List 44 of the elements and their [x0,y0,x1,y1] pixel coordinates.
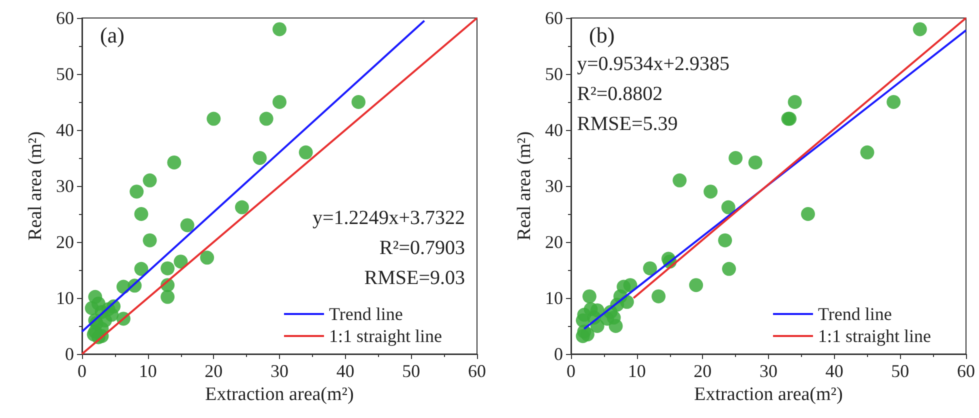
x-tick-label: 40 [336,361,354,381]
x-axis-title: Extraction area(m²) [694,384,843,405]
x-tick-label: 30 [760,361,778,381]
y-tick-label: 50 [56,64,74,84]
y-tick-label: 30 [545,176,563,196]
annotation: RMSE=5.39 [577,113,678,135]
x-tick-label: 50 [891,361,910,381]
x-tick-label: 60 [957,361,975,381]
y-axis-title: Real area (m²) [25,131,46,241]
legend-label: 1:1 straight line [818,326,932,346]
y-tick-label: 10 [56,288,74,308]
annotation: RMSE=9.03 [364,267,466,289]
annotation: y=0.9534x+2.9385 [577,53,730,75]
legend-label: 1:1 straight line [329,326,442,346]
legend-label: Trend line [818,304,892,324]
y-tick-label: 50 [545,64,563,84]
y-tick-label: 40 [545,120,563,140]
y-tick-label: 60 [545,8,563,28]
y-tick-label: 10 [545,288,563,308]
y-tick-label: 30 [56,176,74,196]
annotation: R²=0.8802 [577,83,663,105]
x-tick-label: 20 [204,361,223,381]
x-tick-label: 50 [402,361,420,381]
annotation: (a) [100,22,124,48]
annotation: y=1.2249x+3.7322 [312,207,466,229]
x-tick-label: 10 [138,361,157,381]
y-axis-title: Real area (m²) [514,131,536,241]
x-axis-title: Extraction area(m²) [205,384,354,405]
y-tick-label: 20 [545,232,563,252]
y-tick-label: 60 [56,8,74,28]
y-tick-label: 40 [56,120,74,140]
x-tick-label: 10 [628,361,646,381]
annotation: (b) [589,22,615,48]
y-tick-label: 20 [56,232,74,252]
x-tick-label: 0 [566,361,576,381]
x-tick-label: 30 [270,361,288,381]
x-tick-label: 40 [825,361,844,381]
y-tick-label: 0 [65,344,74,364]
annotation: R²=0.7903 [379,237,466,259]
y-tick-label: 0 [554,344,563,364]
x-tick-label: 60 [468,361,486,381]
legend-label: Trend line [329,304,403,324]
x-tick-label: 20 [694,361,712,381]
x-tick-label: 0 [78,361,86,381]
